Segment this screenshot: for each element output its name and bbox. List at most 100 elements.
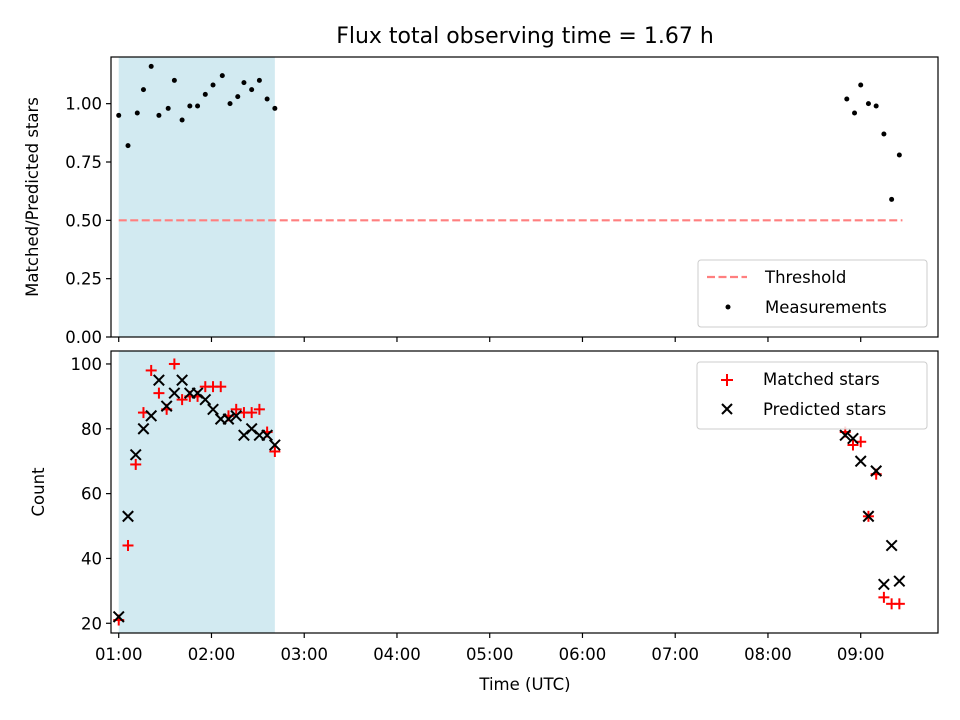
bottom-plot-area: 20 40 60 80 100 01:00 02:00 03:00 04:00 05:00 06:0… [71,350,939,664]
matched-stars-point [878,591,890,603]
matched-stars-point [269,445,281,457]
predicted-stars-point [261,429,274,442]
bottom-legend: Matched stars Predicted stars [696,361,928,430]
matched-stars-point [893,598,905,610]
measurement-point [865,101,871,107]
predicted-stars-point [222,413,235,425]
measurement-point [852,110,858,116]
measurement-point [148,63,154,69]
predicted-stars-point [207,403,219,416]
matched-stars-point [130,458,142,470]
predicted-stars-point [199,393,212,406]
top-y-tick-label: 0.00 [65,328,102,347]
measurement-point [264,96,270,102]
x-tick-label: 01:00 [95,645,143,664]
legend-measurements-label: Measurements [765,298,887,317]
matched-stars-point [246,407,258,419]
measurement-point [202,91,208,97]
measurement-point [116,112,122,118]
measurement-point [156,112,162,118]
bottom-y-axis-label: Count [29,467,48,517]
bottom-y-tick-label: 100 [71,355,103,374]
matched-stars-point [230,403,242,415]
measurement-point [227,101,233,107]
measurement-point [125,143,131,149]
predicted-stars-point [137,422,150,435]
x-tick-label: 06:00 [559,645,607,664]
measurement-point [272,105,278,111]
predicted-stars-point [847,432,859,445]
matched-stars-point [847,439,859,451]
measurement-point [256,77,262,83]
predicted-stars-point [129,448,142,461]
x-tick-label: 07:00 [651,645,699,664]
top-legend: Threshold Measurements [697,259,928,328]
measurement-point [873,103,879,109]
top-panel: 0.00 0.25 0.50 0.75 1.00 Matched/Predicted s… [23,56,939,347]
legend-predicted-label: Predicted stars [763,400,886,419]
predicted-stars-point [862,510,875,523]
bottom-legend-frame [696,361,928,430]
predicted-stars-point [112,610,125,623]
bottom-axes-frame [110,350,939,634]
measurement-point [219,73,225,79]
top-legend-frame [697,259,928,328]
measurement-point [889,196,895,202]
x-tick-label: 08:00 [744,645,792,664]
x-tick-label: 03:00 [280,645,328,664]
measurement-point [241,80,247,86]
bottom-y-tick-label: 20 [81,614,102,633]
measurement-point [195,103,201,109]
matched-stars-point [176,394,188,406]
top-y-tick-label: 1.00 [65,95,102,114]
bottom-x-axis-label: Time (UTC) [478,675,570,694]
measurement-point [187,103,193,109]
top-observing-window-shade [118,57,275,337]
matched-stars-point [253,403,265,415]
predicted-stars-point [160,400,173,413]
top-axes-frame [110,56,939,338]
x-tick-label: 05:00 [466,645,514,664]
legend-measurements-swatch [725,304,731,310]
top-y-tick-label: 0.75 [65,153,102,172]
bottom-y-tick-label: 40 [81,549,102,568]
bottom-y-tick-label: 80 [81,420,102,439]
matched-stars-point [215,381,227,393]
measurement-point [881,131,887,137]
bottom-panel: 20 40 60 80 100 01:00 02:00 03:00 04:00 05:00 06:0… [29,350,939,694]
predicted-stars-point [870,465,883,477]
measurement-point [134,110,140,116]
top-y-axis-label: Matched/Predicted stars [23,97,42,297]
top-y-tick-label: 0.50 [65,211,102,230]
figure-title: Flux total observing time = 1.67 h [336,24,714,49]
measurement-point [179,117,185,123]
bottom-y-tick-label: 60 [81,485,102,504]
measurement-point [844,96,850,102]
predicted-stars-point [854,455,867,468]
matched-stars-point [145,364,157,376]
matched-stars-point [122,539,134,551]
predicted-stars-point [122,510,134,523]
measurement-point [140,87,146,93]
predicted-stars-point [230,409,243,422]
legend-matched-swatch [721,374,733,386]
predicted-stars-point [176,374,189,387]
measurement-point [249,87,255,93]
predicted-stars-point [839,429,852,442]
predicted-stars-point [268,439,281,451]
measurement-point [171,77,177,83]
predicted-stars-point [885,539,898,552]
measurement-point [896,152,902,158]
measurement-point [165,105,171,111]
legend-threshold-label: Threshold [764,268,846,287]
measurement-point [858,82,864,88]
predicted-stars-point [153,374,165,387]
legend-predicted-swatch [721,403,733,415]
predicted-stars-point [168,387,181,400]
measurement-point [210,82,216,88]
x-tick-label: 04:00 [373,645,421,664]
predicted-stars-point [893,575,906,588]
predicted-stars-point [877,578,890,591]
matched-stars-point [153,387,165,399]
